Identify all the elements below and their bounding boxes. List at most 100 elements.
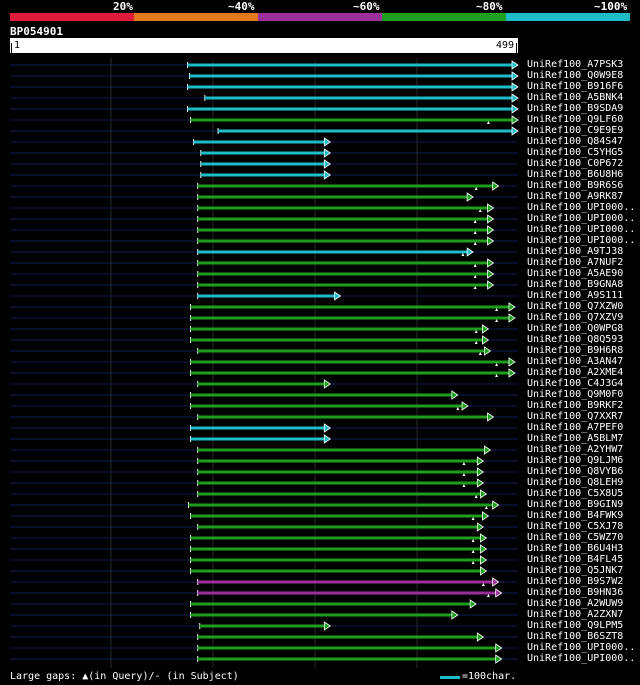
hit-bar[interactable] [197, 646, 497, 650]
hit-bar[interactable] [197, 261, 489, 265]
hit-label[interactable]: UniRef100_A5BNK4 [527, 92, 624, 103]
hit-label[interactable]: UniRef100_A7NUF2 [527, 257, 624, 268]
hit-bar[interactable] [197, 272, 489, 276]
hit-bar[interactable] [187, 107, 514, 111]
hit-bar[interactable] [190, 569, 482, 573]
hit-label[interactable]: UniRef100_C5XJ78 [527, 521, 624, 532]
hit-bar[interactable] [197, 459, 479, 463]
hit-bar[interactable] [197, 349, 486, 353]
hit-bar[interactable] [197, 250, 469, 254]
hit-bar[interactable] [190, 602, 472, 606]
hit-label[interactable]: UniRef100_UPI000.. [527, 224, 636, 235]
hit-label[interactable]: UniRef100_Q9LJM6 [527, 455, 624, 466]
hit-label[interactable]: UniRef100_A2YHW7 [527, 444, 624, 455]
hit-bar[interactable] [197, 206, 489, 210]
hit-bar[interactable] [197, 415, 489, 419]
hit-bar[interactable] [190, 316, 510, 320]
hit-bar[interactable] [197, 283, 489, 287]
hit-label[interactable]: UniRef100_B9GNA8 [527, 279, 624, 290]
hit-bar[interactable] [190, 426, 326, 430]
hit-label[interactable]: UniRef100_Q8Q593 [527, 334, 624, 345]
hit-label[interactable]: UniRef100_Q7XZV9 [527, 312, 624, 323]
hit-label[interactable]: UniRef100_B6U8H6 [527, 169, 624, 180]
hit-label[interactable]: UniRef100_UPI000.. [527, 213, 636, 224]
hit-label[interactable]: UniRef100_Q8LEH9 [527, 477, 624, 488]
hit-bar[interactable] [199, 624, 326, 628]
hit-label[interactable]: UniRef100_B9SDA9 [527, 103, 624, 114]
hit-label[interactable]: UniRef100_B4FWK9 [527, 510, 624, 521]
hit-label[interactable]: UniRef100_B916F6 [527, 81, 624, 92]
hit-label[interactable]: UniRef100_Q8VYB6 [527, 466, 624, 477]
hit-bar[interactable] [188, 503, 494, 507]
hit-bar[interactable] [197, 228, 489, 232]
hit-bar[interactable] [197, 635, 479, 639]
hit-label[interactable]: UniRef100_B9HN36 [527, 587, 624, 598]
hit-bar[interactable] [190, 404, 464, 408]
hit-label[interactable]: UniRef100_Q5JNK7 [527, 565, 624, 576]
hit-label[interactable]: UniRef100_B9RKF2 [527, 400, 624, 411]
hit-label[interactable]: UniRef100_A7PEF0 [527, 422, 624, 433]
hit-bar[interactable] [197, 217, 489, 221]
hit-label[interactable]: UniRef100_Q7XZW0 [527, 301, 624, 312]
hit-bar[interactable] [190, 558, 482, 562]
hit-label[interactable]: UniRef100_Q9LPM5 [527, 620, 624, 631]
hit-label[interactable]: UniRef100_A2WUW9 [527, 598, 624, 609]
hit-label[interactable]: UniRef100_B9S7W2 [527, 576, 624, 587]
hit-label[interactable]: UniRef100_C5X8U5 [527, 488, 624, 499]
hit-label[interactable]: UniRef100_UPI000.. [527, 235, 636, 246]
hit-label[interactable]: UniRef100_C9E9E9 [527, 125, 624, 136]
hit-bar[interactable] [204, 96, 514, 100]
hit-bar[interactable] [197, 195, 469, 199]
hit-label[interactable]: UniRef100_C0P672 [527, 158, 624, 169]
hit-label[interactable]: UniRef100_A3AN47 [527, 356, 624, 367]
hit-label[interactable]: UniRef100_A9RK87 [527, 191, 624, 202]
hit-label[interactable]: UniRef100_C5WZ70 [527, 532, 624, 543]
hit-label[interactable]: UniRef100_UPI000.. [527, 202, 636, 213]
hit-label[interactable]: UniRef100_A5AE90 [527, 268, 624, 279]
hit-label[interactable]: UniRef100_Q84S47 [527, 136, 624, 147]
hit-label[interactable]: UniRef100_B6U4H3 [527, 543, 624, 554]
hit-bar[interactable] [190, 118, 514, 122]
hit-bar[interactable] [190, 437, 326, 441]
hit-label[interactable]: UniRef100_C5YHG5 [527, 147, 624, 158]
hit-label[interactable]: UniRef100_Q0WPG8 [527, 323, 624, 334]
hit-bar[interactable] [197, 481, 479, 485]
hit-bar[interactable] [190, 613, 453, 617]
hit-bar[interactable] [190, 338, 484, 342]
hit-bar[interactable] [197, 525, 479, 529]
hit-label[interactable]: UniRef100_B9H6R8 [527, 345, 624, 356]
hit-label[interactable]: UniRef100_UPI000.. [527, 653, 636, 664]
hit-bar[interactable] [190, 393, 453, 397]
hit-label[interactable]: UniRef100_A5BLM7 [527, 433, 624, 444]
hit-bar[interactable] [190, 371, 510, 375]
hit-bar[interactable] [218, 129, 514, 133]
hit-label[interactable]: UniRef100_A9S111 [527, 290, 624, 301]
hit-bar[interactable] [187, 63, 514, 67]
hit-bar[interactable] [197, 382, 326, 386]
hit-label[interactable]: UniRef100_A2ZXN7 [527, 609, 624, 620]
hit-bar[interactable] [197, 591, 497, 595]
hit-label[interactable]: UniRef100_B6SZT8 [527, 631, 624, 642]
hit-bar[interactable] [193, 140, 326, 144]
hit-bar[interactable] [197, 470, 479, 474]
hit-bar[interactable] [190, 327, 484, 331]
hit-bar[interactable] [197, 492, 482, 496]
hit-label[interactable]: UniRef100_B4FL45 [527, 554, 624, 565]
hit-label[interactable]: UniRef100_C4J3G4 [527, 378, 624, 389]
hit-label[interactable]: UniRef100_Q9M0F0 [527, 389, 624, 400]
hit-label[interactable]: UniRef100_Q9LF60 [527, 114, 624, 125]
hit-label[interactable]: UniRef100_B9R6S6 [527, 180, 624, 191]
hit-bar[interactable] [200, 173, 326, 177]
hit-bar[interactable] [197, 184, 494, 188]
hit-label[interactable]: UniRef100_B9GIN9 [527, 499, 624, 510]
hit-bar[interactable] [187, 85, 514, 89]
hit-bar[interactable] [190, 360, 510, 364]
hit-bar[interactable] [190, 536, 482, 540]
hit-bar[interactable] [190, 547, 482, 551]
hit-label[interactable]: UniRef100_A9TJ38 [527, 246, 624, 257]
hit-bar[interactable] [200, 151, 326, 155]
hit-bar[interactable] [197, 580, 494, 584]
hit-bar[interactable] [190, 514, 484, 518]
hit-bar[interactable] [197, 294, 336, 298]
hit-label[interactable]: UniRef100_UPI000.. [527, 642, 636, 653]
